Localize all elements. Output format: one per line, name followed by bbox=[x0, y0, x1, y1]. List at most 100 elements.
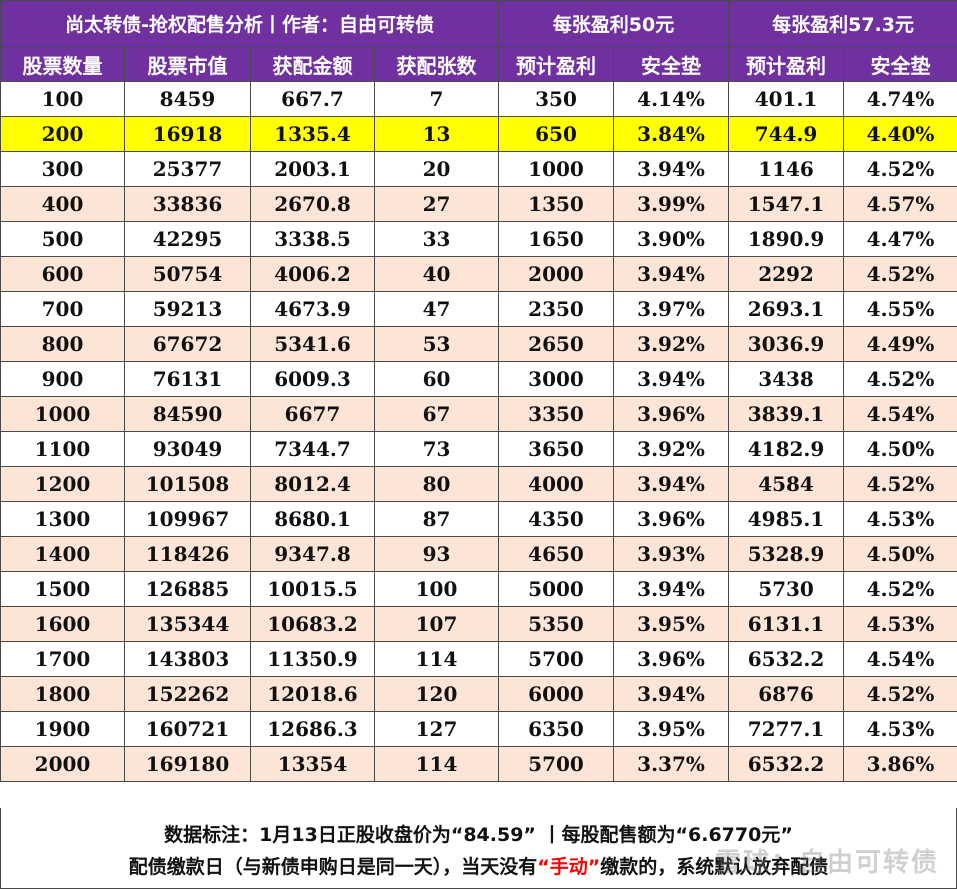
table-cell: 5328.9 bbox=[728, 536, 845, 572]
table-cell: 3438 bbox=[728, 361, 845, 397]
table-cell: 160721 bbox=[124, 711, 251, 747]
table-cell: 93049 bbox=[124, 431, 251, 467]
table-cell: 3.94% bbox=[613, 256, 730, 292]
table-cell: 1700 bbox=[0, 641, 125, 677]
table-cell: 3.92% bbox=[613, 431, 730, 467]
table-cell: 3.94% bbox=[613, 466, 730, 502]
table-cell: 3.95% bbox=[613, 711, 730, 747]
table-cell: 114 bbox=[373, 641, 500, 677]
table-cell: 4.57% bbox=[843, 186, 957, 222]
table-row: 100 8459 667.7 7 350 4.14% 401.1 4.74% bbox=[0, 81, 957, 117]
table-cell: 3.95% bbox=[613, 606, 730, 642]
table-cell: 6000 bbox=[498, 676, 615, 712]
table-cell: 10015.5 bbox=[250, 571, 375, 607]
table-cell: 3.93% bbox=[613, 536, 730, 572]
table-cell: 4.55% bbox=[843, 291, 957, 327]
table-row: 500 42295 3338.5 33 1650 3.90% 1890.9 4.47% bbox=[0, 221, 957, 257]
table-cell: 127 bbox=[373, 711, 500, 747]
table-cell: 3650 bbox=[498, 431, 615, 467]
table-cell: 2650 bbox=[498, 326, 615, 362]
table-cell: 4.50% bbox=[843, 536, 957, 572]
table-cell: 4.47% bbox=[843, 221, 957, 257]
table-cell: 3000 bbox=[498, 361, 615, 397]
table-cell: 1350 bbox=[498, 186, 615, 222]
table-cell: 3.37% bbox=[613, 746, 730, 782]
table-cell: 650 bbox=[498, 116, 615, 152]
table-cell: 25377 bbox=[124, 151, 251, 187]
table-row: 1700 143803 11350.9 114 5700 3.96% 6532.2 4.54% bbox=[0, 641, 957, 677]
table-cell: 4.53% bbox=[843, 606, 957, 642]
note-line-2-a: 配债缴款日（与新债申购日是同一天），当天没有 bbox=[128, 856, 538, 878]
column-header: 获配金额 bbox=[250, 46, 375, 82]
table-cell: 5350 bbox=[498, 606, 615, 642]
table-cell: 6532.2 bbox=[728, 641, 845, 677]
table-cell: 1890.9 bbox=[728, 221, 845, 257]
table-cell: 11350.9 bbox=[250, 641, 375, 677]
table-cell: 400 bbox=[0, 186, 125, 222]
table-cell: 3.97% bbox=[613, 291, 730, 327]
table-cell: 401.1 bbox=[728, 81, 845, 117]
table-cell: 3.94% bbox=[613, 361, 730, 397]
note-line-2-b: 缴款的，系统默认放弃配债 bbox=[600, 856, 829, 878]
column-header: 预计盈利 bbox=[728, 46, 845, 82]
table-cell: 3.92% bbox=[613, 326, 730, 362]
table-row: 2000 169180 13354 114 5700 3.37% 6532.2 3.86% bbox=[0, 746, 957, 782]
table-cell: 3.96% bbox=[613, 396, 730, 432]
table-cell: 1600 bbox=[0, 606, 125, 642]
table-cell: 1900 bbox=[0, 711, 125, 747]
table-cell: 93 bbox=[373, 536, 500, 572]
table-cell: 9347.8 bbox=[250, 536, 375, 572]
table-cell: 5700 bbox=[498, 746, 615, 782]
table-row: 1000 84590 6677 67 3350 3.96% 3839.1 4.54% bbox=[0, 396, 957, 432]
table-cell: 67 bbox=[373, 396, 500, 432]
table-cell: 16918 bbox=[124, 116, 251, 152]
note-emphasis: “手动” bbox=[537, 856, 601, 878]
table-cell: 1300 bbox=[0, 501, 125, 537]
table-row: 1600 135344 10683.2 107 5350 3.95% 6131.1 4.53% bbox=[0, 606, 957, 642]
table-cell: 1650 bbox=[498, 221, 615, 257]
table-cell: 3.96% bbox=[613, 501, 730, 537]
table-cell: 53 bbox=[373, 326, 500, 362]
table-cell: 4.53% bbox=[843, 711, 957, 747]
table-row: 400 33836 2670.8 27 1350 3.99% 1547.1 4.57% bbox=[0, 186, 957, 222]
column-header: 获配张数 bbox=[373, 46, 500, 82]
column-header: 股票市值 bbox=[124, 46, 251, 82]
table-cell: 3350 bbox=[498, 396, 615, 432]
table-cell: 744.9 bbox=[728, 116, 845, 152]
note-line-1: 数据标注：1月13日正股收盘价为“84.59” 丨每股配售额为“6.6770元” bbox=[164, 824, 793, 846]
table-cell: 3839.1 bbox=[728, 396, 845, 432]
table-cell: 120 bbox=[373, 676, 500, 712]
table-cell: 3.94% bbox=[613, 676, 730, 712]
table-cell: 4000 bbox=[498, 466, 615, 502]
table-cell: 4.14% bbox=[613, 81, 730, 117]
table-cell: 500 bbox=[0, 221, 125, 257]
allotment-table: 尚太转债-抢权配售分析丨作者：自由可转债 每张盈利50元 每张盈利57.3元 股… bbox=[0, 0, 957, 782]
table-cell: 6532.2 bbox=[728, 746, 845, 782]
table-cell: 100 bbox=[373, 571, 500, 607]
table-cell: 300 bbox=[0, 151, 125, 187]
table-row: 800 67672 5341.6 53 2650 3.92% 3036.9 4.49% bbox=[0, 326, 957, 362]
table-cell: 6131.1 bbox=[728, 606, 845, 642]
table-cell: 5730 bbox=[728, 571, 845, 607]
table-cell: 3.84% bbox=[613, 116, 730, 152]
table-cell: 4650 bbox=[498, 536, 615, 572]
table-row: 1200 101508 8012.4 80 4000 3.94% 4584 4.52% bbox=[0, 466, 957, 502]
column-header: 安全垫 bbox=[843, 46, 957, 82]
table-cell: 8459 bbox=[124, 81, 251, 117]
table-cell: 2000 bbox=[498, 256, 615, 292]
column-header: 安全垫 bbox=[613, 46, 730, 82]
table-cell: 350 bbox=[498, 81, 615, 117]
table-cell: 114 bbox=[373, 746, 500, 782]
table-cell: 4584 bbox=[728, 466, 845, 502]
table-cell: 33836 bbox=[124, 186, 251, 222]
table-cell: 100 bbox=[0, 81, 125, 117]
table-cell: 40 bbox=[373, 256, 500, 292]
table-cell: 667.7 bbox=[250, 81, 375, 117]
table-cell: 84590 bbox=[124, 396, 251, 432]
table-cell: 3.99% bbox=[613, 186, 730, 222]
table-cell: 1335.4 bbox=[250, 116, 375, 152]
table-cell: 4.74% bbox=[843, 81, 957, 117]
table-row: 1400 118426 9347.8 93 4650 3.93% 5328.9 4.50% bbox=[0, 536, 957, 572]
table-cell: 3.94% bbox=[613, 571, 730, 607]
table-cell: 4.40% bbox=[843, 116, 957, 152]
